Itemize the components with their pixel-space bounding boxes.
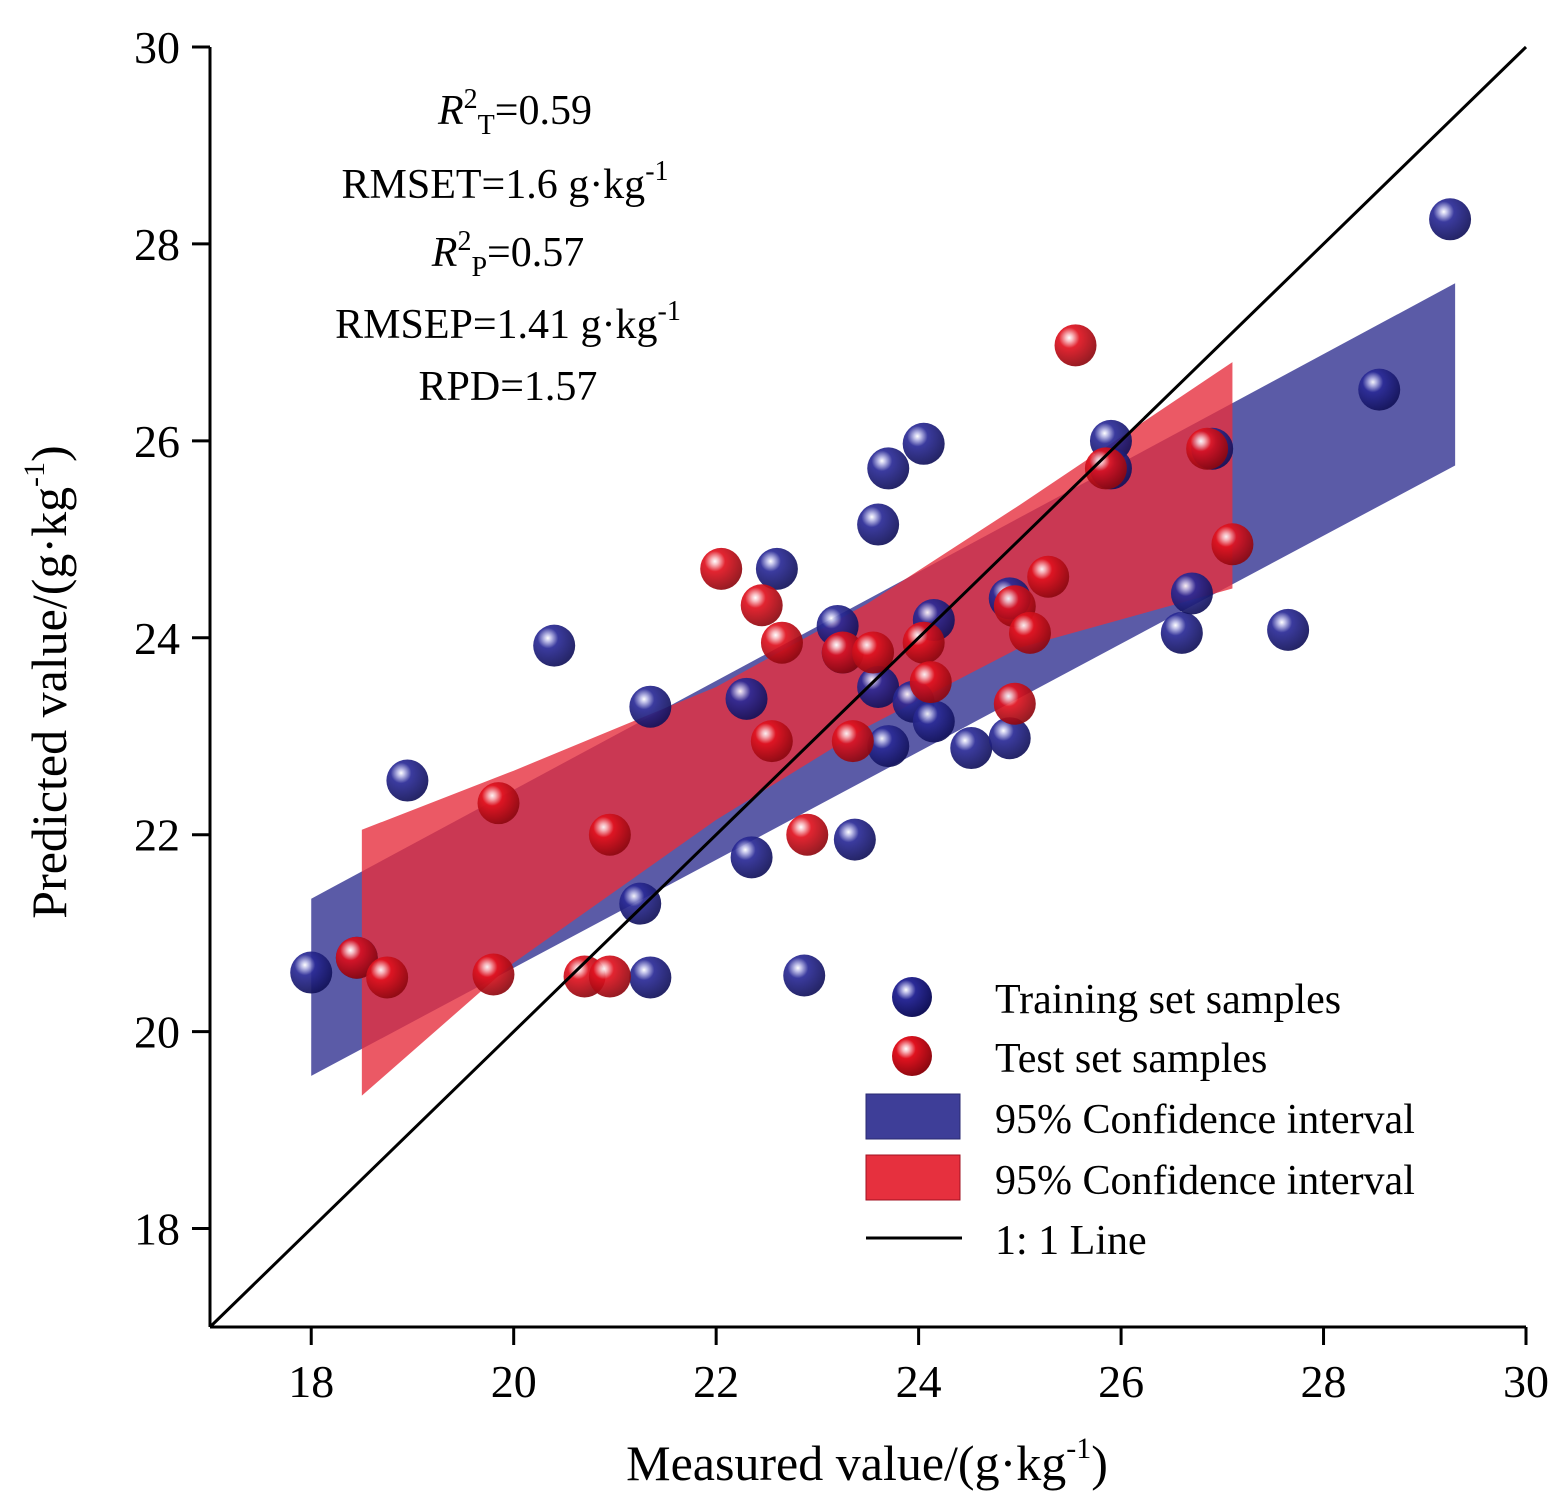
training-point bbox=[1267, 608, 1310, 651]
stat-rpd: RPD=1.57 bbox=[419, 364, 598, 410]
x-tick-label: 20 bbox=[491, 1356, 537, 1407]
legend-item-test: Test set samples bbox=[892, 1036, 1267, 1082]
training-point bbox=[988, 717, 1031, 760]
y-tick-label: 22 bbox=[134, 810, 180, 861]
legend-test-ci-label: 95% Confidence interval bbox=[995, 1158, 1415, 1204]
test-point bbox=[1008, 611, 1051, 654]
test-point bbox=[1084, 447, 1127, 490]
training-point bbox=[950, 727, 993, 770]
training-point bbox=[1429, 198, 1472, 241]
stat-r2p: R2P=0.57 bbox=[431, 226, 584, 283]
training-point bbox=[725, 677, 768, 720]
stat-r2t: R2T=0.59 bbox=[437, 84, 592, 141]
training-point bbox=[386, 759, 429, 802]
legend-item-test-ci: 95% Confidence interval bbox=[865, 1154, 1415, 1204]
test-point bbox=[1027, 555, 1070, 598]
test-point bbox=[1186, 427, 1229, 470]
legend-test-label: Test set samples bbox=[995, 1036, 1267, 1082]
statistics-annotation: R2T=0.59 RMSET=1.6 g·kg-1 R2P=0.57 RMSEP… bbox=[335, 84, 681, 410]
y-tick-label: 30 bbox=[134, 22, 180, 73]
test-point bbox=[588, 955, 631, 998]
y-tick-label: 18 bbox=[134, 1204, 180, 1255]
x-tick-label: 26 bbox=[1098, 1356, 1144, 1407]
legend-training-marker bbox=[892, 977, 932, 1017]
test-point bbox=[821, 631, 864, 674]
legend-training-label: Training set samples bbox=[995, 977, 1341, 1023]
x-tick-label: 30 bbox=[1503, 1356, 1549, 1407]
one-to-one-line bbox=[208, 45, 1528, 1329]
axis-titles: Measured value/(g·kg-1) Predicted value/… bbox=[18, 445, 1108, 1491]
stat-rmsep: RMSEP=1.41 g·kg-1 bbox=[335, 296, 681, 348]
y-tick-label: 20 bbox=[134, 1007, 180, 1058]
x-tick-label: 22 bbox=[693, 1356, 739, 1407]
legend-item-training-ci: 95% Confidence interval bbox=[865, 1093, 1415, 1143]
test-point bbox=[366, 956, 409, 999]
training-point bbox=[290, 951, 333, 994]
training-point bbox=[857, 503, 900, 546]
training-point bbox=[755, 547, 798, 590]
training-point bbox=[629, 956, 672, 999]
test-point bbox=[750, 720, 793, 763]
legend-test-ci-swatch bbox=[865, 1154, 961, 1201]
training-point bbox=[629, 685, 672, 728]
legend-test-marker bbox=[892, 1036, 932, 1076]
stat-rmset: RMSET=1.6 g·kg-1 bbox=[341, 156, 668, 208]
test-point bbox=[831, 720, 874, 763]
legend-training-ci-label: 95% Confidence interval bbox=[995, 1097, 1415, 1143]
x-axis-title: Measured value/(g·kg-1) bbox=[626, 1432, 1108, 1491]
y-tick-label: 24 bbox=[134, 613, 180, 664]
test-point bbox=[472, 953, 515, 996]
training-point bbox=[1170, 572, 1213, 615]
test-point bbox=[1054, 324, 1097, 367]
test-point bbox=[909, 661, 952, 704]
y-axis-title: Predicted value/(g·kg-1) bbox=[18, 445, 77, 918]
test-point bbox=[477, 782, 520, 825]
test-point bbox=[852, 631, 895, 674]
test-point bbox=[740, 584, 783, 627]
test-point bbox=[902, 621, 945, 664]
axes: 18 20 22 24 26 28 30 18 20 22 24 26 28 30 bbox=[134, 22, 1549, 1407]
training-point bbox=[1160, 611, 1203, 654]
legend-item-training: Training set samples bbox=[892, 977, 1341, 1023]
training-point bbox=[867, 447, 910, 490]
x-tick-label: 18 bbox=[288, 1356, 334, 1407]
y-tick-label: 26 bbox=[134, 416, 180, 467]
test-point bbox=[588, 813, 631, 856]
y-tick-label: 28 bbox=[134, 219, 180, 270]
data-points bbox=[290, 198, 1472, 999]
legend: Training set samples Test set samples 95… bbox=[865, 977, 1415, 1264]
test-point bbox=[335, 936, 378, 979]
test-point bbox=[1211, 523, 1254, 566]
x-tick-label: 24 bbox=[896, 1356, 942, 1407]
training-point bbox=[867, 725, 910, 768]
test-point bbox=[993, 682, 1036, 725]
training-point bbox=[783, 954, 826, 997]
test-point bbox=[700, 547, 743, 590]
plot-area: 18 20 22 24 26 28 30 18 20 22 24 26 28 30 bbox=[134, 22, 1549, 1407]
x-tick-label: 28 bbox=[1301, 1356, 1347, 1407]
training-point bbox=[533, 624, 576, 667]
test-point bbox=[760, 621, 803, 664]
training-point bbox=[1358, 368, 1401, 411]
training-point bbox=[857, 666, 900, 708]
test-point bbox=[786, 813, 829, 856]
reference-line-group bbox=[208, 45, 1528, 1329]
training-point bbox=[833, 818, 876, 861]
training-point bbox=[619, 882, 662, 925]
training-point bbox=[902, 422, 945, 465]
training-point bbox=[912, 700, 955, 743]
legend-training-ci-swatch bbox=[865, 1093, 961, 1140]
legend-item-line: 1: 1 Line bbox=[866, 1218, 1147, 1264]
legend-line-label: 1: 1 Line bbox=[995, 1218, 1147, 1264]
training-point bbox=[730, 836, 773, 879]
